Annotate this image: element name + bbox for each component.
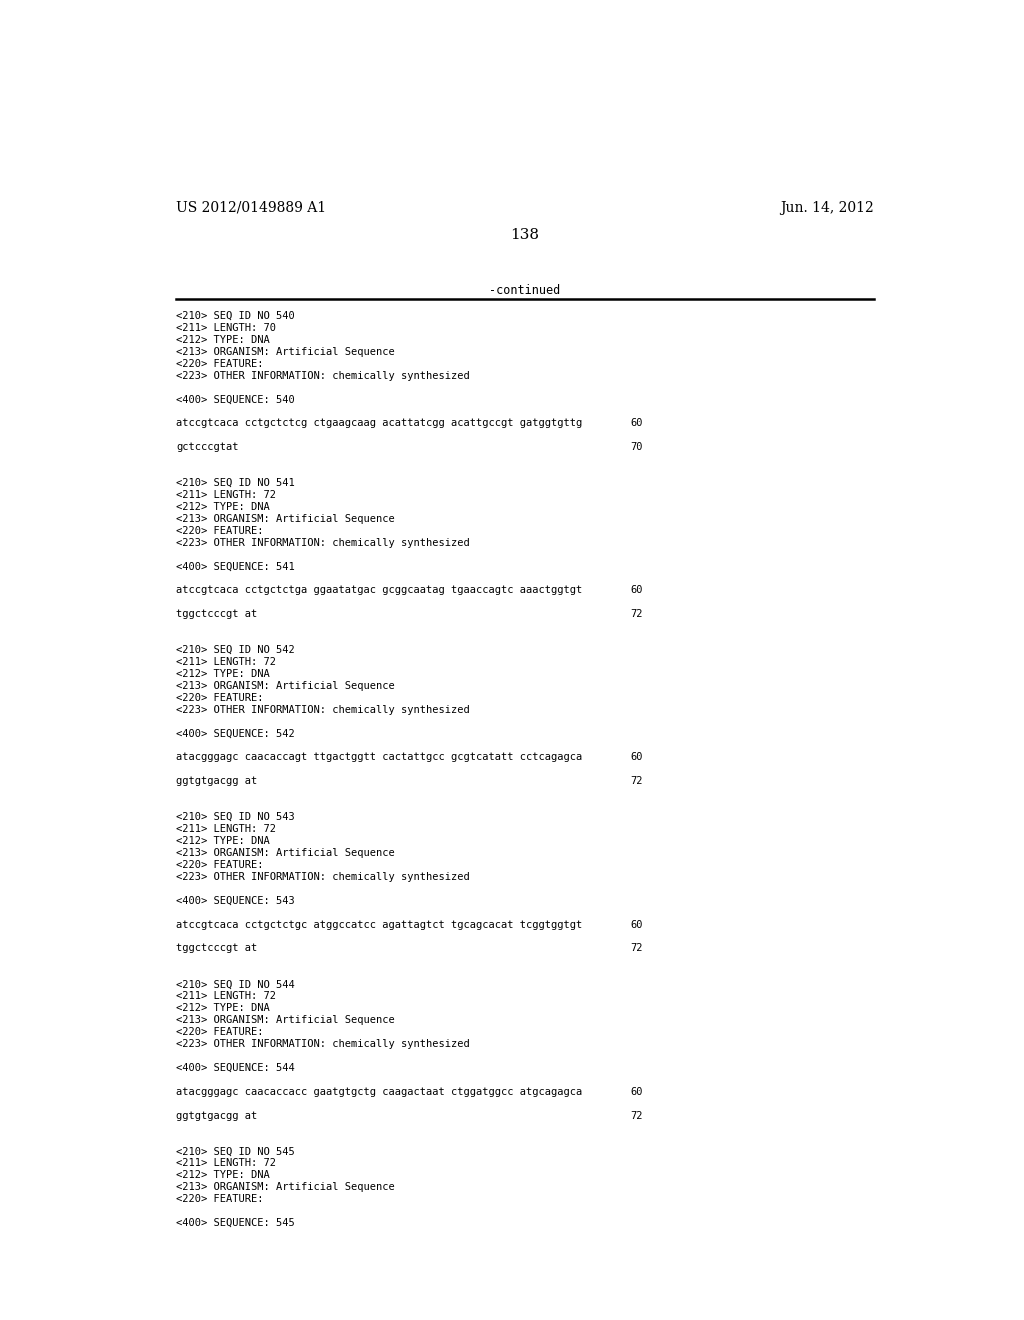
Text: ggtgtgacgg at: ggtgtgacgg at (176, 776, 257, 787)
Text: <213> ORGANISM: Artificial Sequence: <213> ORGANISM: Artificial Sequence (176, 681, 395, 690)
Text: <212> TYPE: DNA: <212> TYPE: DNA (176, 1003, 269, 1012)
Text: <211> LENGTH: 72: <211> LENGTH: 72 (176, 657, 276, 667)
Text: Jun. 14, 2012: Jun. 14, 2012 (780, 201, 873, 215)
Text: <220> FEATURE:: <220> FEATURE: (176, 859, 263, 870)
Text: <210> SEQ ID NO 540: <210> SEQ ID NO 540 (176, 312, 295, 321)
Text: <213> ORGANISM: Artificial Sequence: <213> ORGANISM: Artificial Sequence (176, 513, 395, 524)
Text: -continued: -continued (489, 284, 560, 297)
Text: <213> ORGANISM: Artificial Sequence: <213> ORGANISM: Artificial Sequence (176, 1015, 395, 1026)
Text: <213> ORGANISM: Artificial Sequence: <213> ORGANISM: Artificial Sequence (176, 347, 395, 356)
Text: <211> LENGTH: 70: <211> LENGTH: 70 (176, 323, 276, 333)
Text: <220> FEATURE:: <220> FEATURE: (176, 693, 263, 702)
Text: <212> TYPE: DNA: <212> TYPE: DNA (176, 836, 269, 846)
Text: US 2012/0149889 A1: US 2012/0149889 A1 (176, 201, 327, 215)
Text: <220> FEATURE:: <220> FEATURE: (176, 1195, 263, 1204)
Text: <210> SEQ ID NO 545: <210> SEQ ID NO 545 (176, 1146, 295, 1156)
Text: <220> FEATURE:: <220> FEATURE: (176, 1027, 263, 1038)
Text: <220> FEATURE:: <220> FEATURE: (176, 359, 263, 368)
Text: <223> OTHER INFORMATION: chemically synthesized: <223> OTHER INFORMATION: chemically synt… (176, 537, 470, 548)
Text: 72: 72 (630, 944, 643, 953)
Text: <220> FEATURE:: <220> FEATURE: (176, 525, 263, 536)
Text: <213> ORGANISM: Artificial Sequence: <213> ORGANISM: Artificial Sequence (176, 847, 395, 858)
Text: 60: 60 (630, 418, 643, 428)
Text: <223> OTHER INFORMATION: chemically synthesized: <223> OTHER INFORMATION: chemically synt… (176, 371, 470, 380)
Text: 72: 72 (630, 610, 643, 619)
Text: ggtgtgacgg at: ggtgtgacgg at (176, 1110, 257, 1121)
Text: <210> SEQ ID NO 543: <210> SEQ ID NO 543 (176, 812, 295, 822)
Text: <211> LENGTH: 72: <211> LENGTH: 72 (176, 824, 276, 834)
Text: <212> TYPE: DNA: <212> TYPE: DNA (176, 502, 269, 512)
Text: <223> OTHER INFORMATION: chemically synthesized: <223> OTHER INFORMATION: chemically synt… (176, 871, 470, 882)
Text: <211> LENGTH: 72: <211> LENGTH: 72 (176, 991, 276, 1001)
Text: atacgggagc caacaccacc gaatgtgctg caagactaat ctggatggcc atgcagagca: atacgggagc caacaccacc gaatgtgctg caagact… (176, 1086, 583, 1097)
Text: 138: 138 (510, 227, 540, 242)
Text: <400> SEQUENCE: 543: <400> SEQUENCE: 543 (176, 896, 295, 906)
Text: tggctcccgt at: tggctcccgt at (176, 610, 257, 619)
Text: atacgggagc caacaccagt ttgactggtt cactattgcc gcgtcatatt cctcagagca: atacgggagc caacaccagt ttgactggtt cactatt… (176, 752, 583, 763)
Text: <210> SEQ ID NO 541: <210> SEQ ID NO 541 (176, 478, 295, 488)
Text: tggctcccgt at: tggctcccgt at (176, 944, 257, 953)
Text: <223> OTHER INFORMATION: chemically synthesized: <223> OTHER INFORMATION: chemically synt… (176, 705, 470, 714)
Text: <211> LENGTH: 72: <211> LENGTH: 72 (176, 1158, 276, 1168)
Text: 60: 60 (630, 920, 643, 929)
Text: <211> LENGTH: 72: <211> LENGTH: 72 (176, 490, 276, 500)
Text: <400> SEQUENCE: 540: <400> SEQUENCE: 540 (176, 395, 295, 404)
Text: <210> SEQ ID NO 544: <210> SEQ ID NO 544 (176, 979, 295, 989)
Text: <212> TYPE: DNA: <212> TYPE: DNA (176, 1171, 269, 1180)
Text: <223> OTHER INFORMATION: chemically synthesized: <223> OTHER INFORMATION: chemically synt… (176, 1039, 470, 1049)
Text: 72: 72 (630, 776, 643, 787)
Text: atccgtcaca cctgctctga ggaatatgac gcggcaatag tgaaccagtc aaactggtgt: atccgtcaca cctgctctga ggaatatgac gcggcaa… (176, 585, 583, 595)
Text: atccgtcaca cctgctctcg ctgaagcaag acattatcgg acattgccgt gatggtgttg: atccgtcaca cctgctctcg ctgaagcaag acattat… (176, 418, 583, 428)
Text: <400> SEQUENCE: 544: <400> SEQUENCE: 544 (176, 1063, 295, 1073)
Text: 60: 60 (630, 585, 643, 595)
Text: 60: 60 (630, 752, 643, 763)
Text: <400> SEQUENCE: 542: <400> SEQUENCE: 542 (176, 729, 295, 739)
Text: <212> TYPE: DNA: <212> TYPE: DNA (176, 335, 269, 345)
Text: 72: 72 (630, 1110, 643, 1121)
Text: gctcccgtat: gctcccgtat (176, 442, 239, 453)
Text: 70: 70 (630, 442, 643, 453)
Text: <213> ORGANISM: Artificial Sequence: <213> ORGANISM: Artificial Sequence (176, 1183, 395, 1192)
Text: <400> SEQUENCE: 541: <400> SEQUENCE: 541 (176, 561, 295, 572)
Text: atccgtcaca cctgctctgc atggccatcc agattagtct tgcagcacat tcggtggtgt: atccgtcaca cctgctctgc atggccatcc agattag… (176, 920, 583, 929)
Text: <210> SEQ ID NO 542: <210> SEQ ID NO 542 (176, 645, 295, 655)
Text: <400> SEQUENCE: 545: <400> SEQUENCE: 545 (176, 1218, 295, 1228)
Text: 60: 60 (630, 1086, 643, 1097)
Text: <212> TYPE: DNA: <212> TYPE: DNA (176, 669, 269, 678)
